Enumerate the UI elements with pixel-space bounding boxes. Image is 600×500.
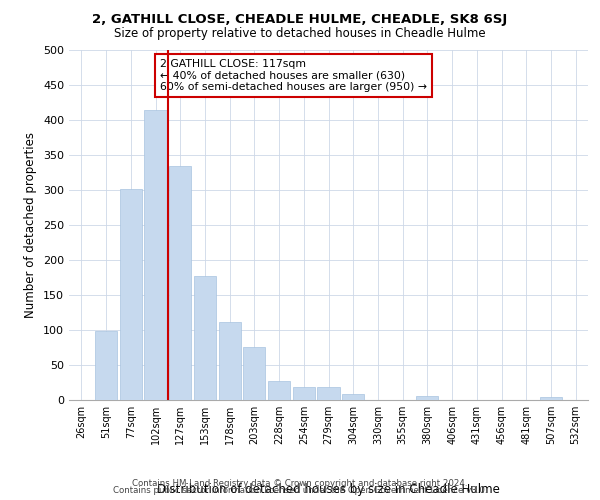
Bar <box>95 330 117 400</box>
Bar <box>194 276 216 400</box>
Bar <box>317 388 340 400</box>
Bar <box>416 396 439 400</box>
Text: Size of property relative to detached houses in Cheadle Hulme: Size of property relative to detached ho… <box>114 28 486 40</box>
X-axis label: Distribution of detached houses by size in Cheadle Hulme: Distribution of detached houses by size … <box>157 483 500 496</box>
Bar <box>119 188 142 400</box>
Text: Contains HM Land Registry data © Crown copyright and database right 2024.: Contains HM Land Registry data © Crown c… <box>132 478 468 488</box>
Text: 2 GATHILL CLOSE: 117sqm
← 40% of detached houses are smaller (630)
60% of semi-d: 2 GATHILL CLOSE: 117sqm ← 40% of detache… <box>160 59 427 92</box>
Bar <box>540 397 562 400</box>
Bar <box>169 166 191 400</box>
Text: Contains public sector information licensed under the Open Government Licence v3: Contains public sector information licen… <box>113 486 487 495</box>
Bar <box>145 110 167 400</box>
Text: 2, GATHILL CLOSE, CHEADLE HULME, CHEADLE, SK8 6SJ: 2, GATHILL CLOSE, CHEADLE HULME, CHEADLE… <box>92 12 508 26</box>
Bar <box>243 347 265 400</box>
Bar <box>293 386 315 400</box>
Bar <box>342 394 364 400</box>
Y-axis label: Number of detached properties: Number of detached properties <box>25 132 37 318</box>
Bar <box>218 322 241 400</box>
Bar <box>268 381 290 400</box>
